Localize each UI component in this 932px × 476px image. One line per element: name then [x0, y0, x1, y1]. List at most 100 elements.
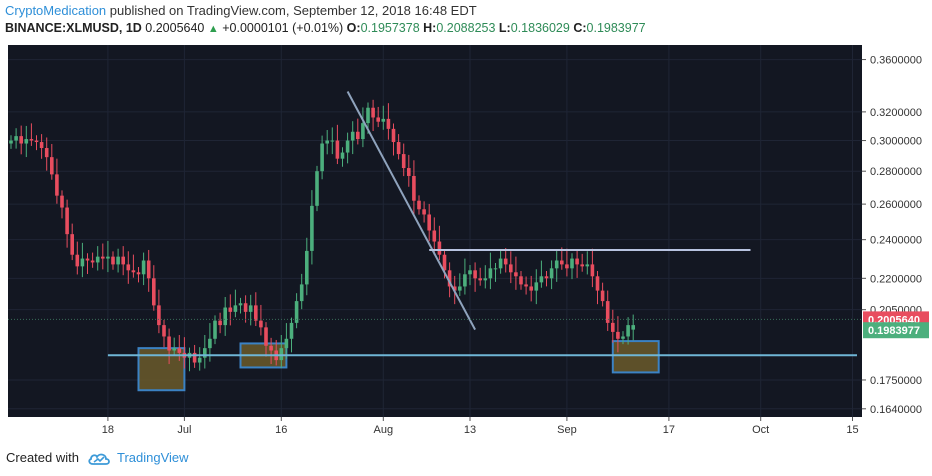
created-with-text: Created with [6, 450, 79, 465]
candle-body [386, 118, 391, 129]
candle-body [340, 152, 345, 159]
candle-body [269, 345, 273, 351]
candle-body [60, 195, 64, 208]
price-chart[interactable]: 0.3600000 0.3200000 0.3000000 0.2800000 0.26… [0, 40, 932, 445]
candle-body [493, 268, 498, 270]
symbol-label: BINANCE:XLMUSD, 1D [5, 21, 142, 35]
candle-body [24, 139, 29, 144]
candle-body [162, 325, 166, 337]
candle-body [345, 140, 350, 153]
candle-body [427, 214, 431, 231]
y-tick-label: 0.3000000 [870, 136, 922, 148]
footer: Created with TradingView [6, 450, 189, 465]
candle-body [417, 200, 421, 210]
candle-body [381, 118, 386, 122]
tradingview-cloud-icon [88, 453, 110, 465]
candle-body [90, 260, 95, 263]
candle-body [330, 140, 335, 142]
candle-body [498, 258, 503, 269]
candle-body [254, 305, 258, 321]
candle-body [106, 256, 110, 259]
candle-body [126, 264, 131, 271]
close-price-label: 0.1983977 [868, 325, 920, 337]
candle-body [80, 258, 85, 267]
low-label: L: [498, 21, 511, 35]
candle-body [70, 234, 74, 255]
price-axis-background [862, 45, 928, 417]
x-tick-label: Oct [752, 424, 769, 436]
candle-body [463, 274, 467, 287]
candle-body [55, 174, 59, 196]
y-tick-label: 0.1640000 [870, 404, 922, 416]
candle-body [95, 256, 100, 263]
x-tick-label: 18 [102, 424, 114, 436]
candle-body [44, 148, 49, 158]
y-tick-label: 0.2200000 [870, 273, 922, 285]
y-tick-label: 0.2800000 [870, 166, 922, 178]
candle-body [264, 327, 268, 346]
candle-body [631, 325, 635, 330]
candle-body [325, 140, 329, 144]
candle-body [503, 258, 508, 265]
candle-body [305, 250, 309, 285]
candle-body [371, 107, 375, 118]
candle-body [248, 305, 253, 312]
candle-body [437, 241, 442, 255]
candle-body [519, 276, 523, 285]
candle-body [29, 139, 34, 141]
close-label: C: [573, 21, 587, 35]
candle-body [356, 131, 360, 140]
candle-body [146, 260, 151, 279]
candle-body [361, 123, 365, 140]
candle-body [468, 270, 472, 275]
candle-body [447, 270, 452, 287]
x-tick-label: 15 [846, 424, 858, 436]
candle-body [218, 320, 222, 326]
y-tick-label: 0.2400000 [870, 235, 922, 247]
candle-body [19, 136, 23, 144]
candle-body [294, 301, 299, 323]
candle-body [228, 307, 233, 312]
highlight-box [611, 340, 660, 374]
candle-body [121, 256, 125, 265]
candle-body [350, 131, 355, 141]
candle-body [626, 325, 630, 337]
candle-body [39, 142, 44, 149]
author-link[interactable]: CryptoMedication [5, 3, 107, 18]
candle-body [284, 338, 289, 349]
candle-body [621, 336, 625, 339]
candle-body [50, 157, 54, 175]
candle-body [422, 209, 426, 215]
candle-body [208, 338, 212, 349]
candle-body [570, 258, 574, 269]
candle-body [539, 276, 544, 283]
candle-body [116, 256, 120, 265]
candle-body [442, 254, 447, 271]
candle-body [335, 140, 340, 159]
candle-body [177, 348, 182, 353]
candle-body [197, 357, 202, 363]
x-tick-label: Aug [374, 424, 394, 436]
candle-body [488, 268, 493, 279]
candle-body [203, 348, 207, 358]
candle-body [136, 272, 141, 275]
candle-body [376, 117, 380, 122]
candle-body [65, 207, 69, 235]
y-tick-label: 0.3600000 [870, 55, 922, 67]
candle-body [401, 154, 406, 169]
candle-body [396, 142, 401, 155]
close-price-tag [863, 322, 929, 339]
last-price: 0.2005640 [145, 21, 205, 35]
candle-body [233, 305, 238, 312]
close-value: 0.1983977 [586, 21, 646, 35]
candle-body [605, 301, 610, 323]
candle-body [509, 264, 513, 273]
candle-body [407, 168, 411, 176]
candle-body [565, 264, 569, 269]
up-arrow-icon: ▲ [207, 23, 219, 35]
candle-body [483, 278, 488, 281]
open-label: O: [346, 21, 361, 35]
candle-body [544, 276, 549, 279]
tradingview-link[interactable]: TradingView [116, 450, 189, 465]
open-value: 0.1957378 [360, 21, 420, 35]
